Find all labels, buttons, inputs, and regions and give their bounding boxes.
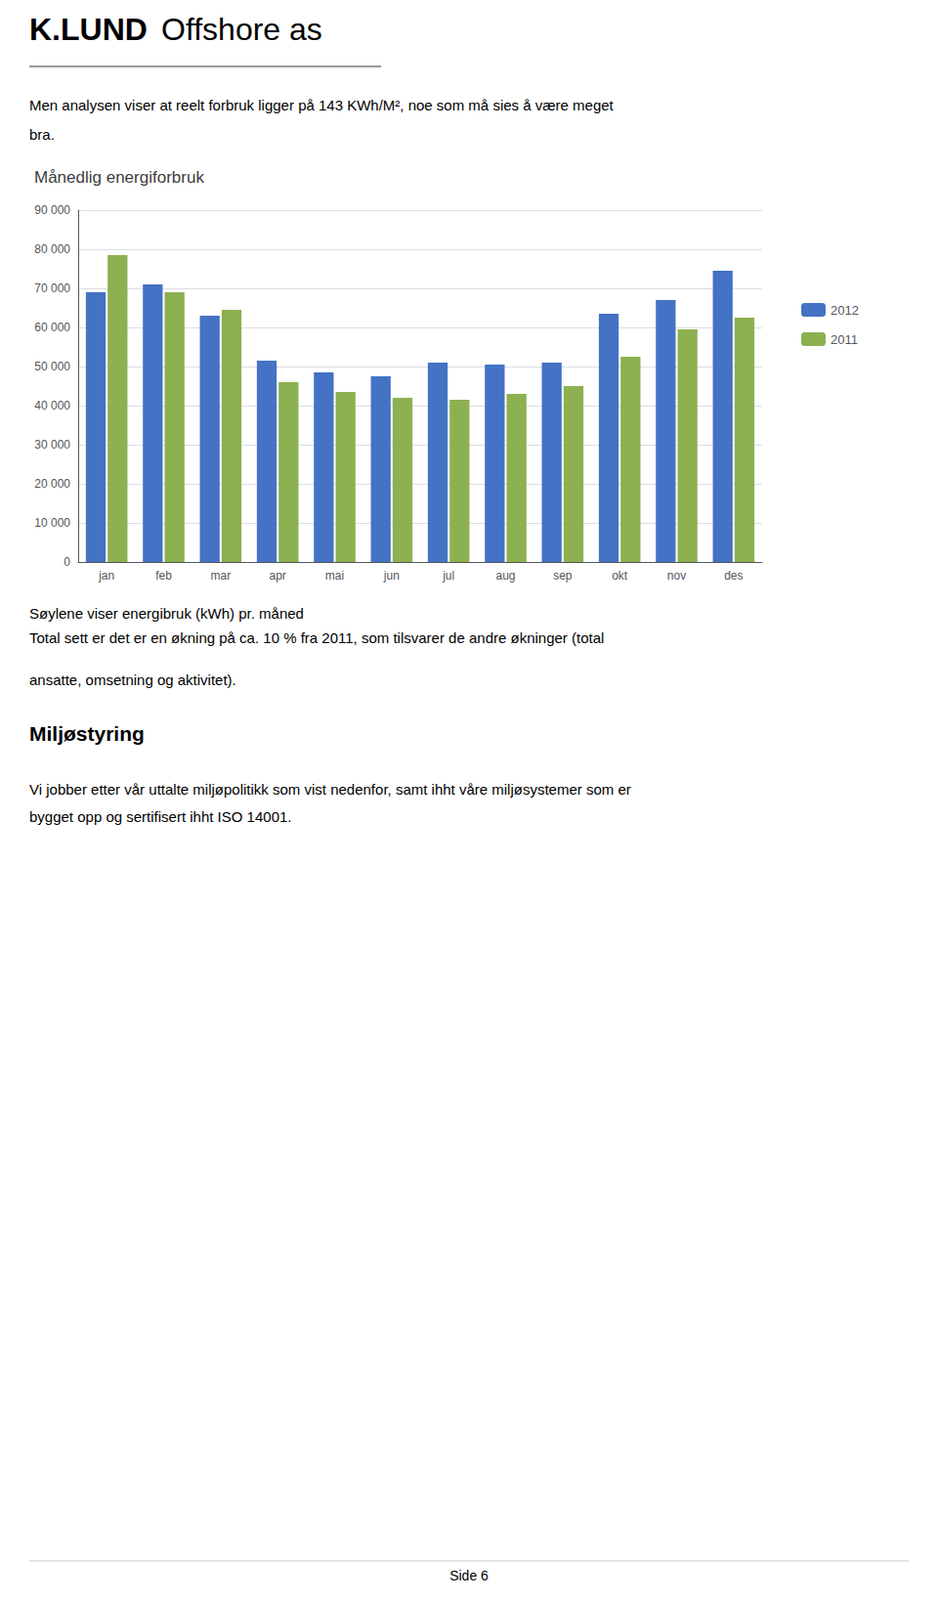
svg-text:des: des (724, 568, 743, 583)
svg-text:jan: jan (97, 568, 115, 583)
svg-text:2011: 2011 (830, 332, 858, 347)
svg-text:20 000: 20 000 (34, 476, 71, 491)
svg-text:Miljøstyring: Miljøstyring (29, 722, 145, 745)
svg-text:10 000: 10 000 (34, 515, 71, 530)
svg-text:70 000: 70 000 (34, 281, 71, 296)
svg-text:Søylene viser energibruk (kWh): Søylene viser energibruk (kWh) pr. måned (29, 604, 304, 622)
svg-text:80 000: 80 000 (34, 242, 71, 256)
svg-text:90 000: 90 000 (34, 203, 71, 217)
svg-text:K.LUND: K.LUND (29, 11, 148, 47)
svg-text:Månedlig energiforbruk: Månedlig energiforbruk (34, 168, 205, 187)
svg-text:bygget opp og sertifisert ihht: bygget opp og sertifisert ihht ISO 14001… (29, 808, 293, 825)
svg-text:jun: jun (383, 568, 400, 583)
svg-text:ansatte, omsetning og aktivite: ansatte, omsetning og aktivitet). (29, 671, 237, 688)
svg-text:mai: mai (325, 568, 344, 583)
svg-text:Side 6: Side 6 (449, 1567, 489, 1583)
svg-text:apr: apr (268, 568, 286, 583)
svg-text:Total sett er det er en økning: Total sett er det er en økning på ca. 10… (29, 629, 604, 646)
svg-text:40 000: 40 000 (34, 398, 71, 413)
svg-text:okt: okt (611, 568, 629, 583)
svg-text:Men analysen viser at reelt fo: Men analysen viser at reelt forbruk ligg… (29, 96, 615, 114)
svg-text:aug: aug (495, 568, 515, 583)
svg-text:0: 0 (63, 554, 71, 569)
svg-text:bra.: bra. (29, 126, 55, 143)
svg-text:60 000: 60 000 (34, 320, 71, 335)
svg-text:jul: jul (441, 568, 455, 583)
svg-text:Offshore as: Offshore as (161, 11, 323, 47)
svg-text:feb: feb (155, 568, 172, 583)
svg-text:sep: sep (553, 568, 573, 583)
svg-text:30 000: 30 000 (34, 437, 71, 452)
svg-text:nov: nov (667, 568, 686, 583)
svg-text:50 000: 50 000 (34, 359, 71, 374)
svg-text:2012: 2012 (830, 302, 859, 318)
svg-text:Vi jobber etter vår uttalte mi: Vi jobber etter vår uttalte miljøpolitik… (29, 780, 632, 798)
svg-text:mar: mar (210, 568, 231, 583)
